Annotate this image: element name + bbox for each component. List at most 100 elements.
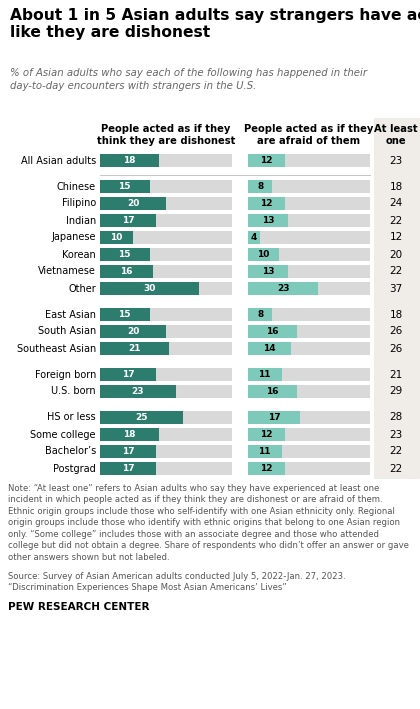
- Text: 10: 10: [257, 250, 270, 259]
- Bar: [248, 445, 370, 458]
- Text: 8: 8: [257, 310, 263, 319]
- Bar: [100, 428, 160, 441]
- Bar: [100, 265, 232, 278]
- Text: 22: 22: [389, 464, 403, 474]
- Bar: [248, 265, 370, 278]
- Bar: [100, 282, 232, 295]
- Bar: [248, 411, 300, 424]
- Bar: [100, 411, 183, 424]
- Text: 20: 20: [127, 199, 139, 208]
- Bar: [248, 154, 285, 167]
- Bar: [100, 411, 232, 424]
- Text: 15: 15: [118, 182, 131, 191]
- Text: 23: 23: [389, 155, 403, 165]
- Text: 13: 13: [262, 216, 274, 225]
- Bar: [248, 180, 273, 193]
- Bar: [100, 282, 199, 295]
- Bar: [248, 231, 370, 244]
- Text: Some college: Some college: [31, 430, 96, 440]
- Text: 29: 29: [389, 386, 403, 396]
- Text: 18: 18: [123, 156, 136, 165]
- Bar: [100, 154, 160, 167]
- Bar: [100, 197, 232, 210]
- Text: 21: 21: [389, 369, 403, 379]
- Bar: [248, 368, 370, 381]
- Text: Chinese: Chinese: [57, 182, 96, 191]
- Text: People acted as if they
are afraid of them: People acted as if they are afraid of th…: [244, 123, 374, 146]
- Bar: [100, 462, 156, 475]
- Text: 18: 18: [389, 310, 403, 320]
- Bar: [100, 154, 232, 167]
- Text: Vietnamese: Vietnamese: [38, 267, 96, 277]
- Text: 26: 26: [389, 343, 403, 354]
- Text: 20: 20: [389, 250, 402, 259]
- Bar: [100, 231, 133, 244]
- Bar: [248, 197, 370, 210]
- Bar: [100, 368, 232, 381]
- Bar: [248, 342, 370, 355]
- Bar: [248, 282, 318, 295]
- Text: 11: 11: [259, 370, 271, 379]
- Text: About 1 in 5 Asian adults say strangers have acted: About 1 in 5 Asian adults say strangers …: [10, 8, 420, 23]
- Bar: [248, 385, 370, 398]
- Bar: [248, 308, 273, 321]
- Text: Postgrad: Postgrad: [53, 464, 96, 474]
- Text: 18: 18: [123, 430, 136, 439]
- Bar: [248, 428, 370, 441]
- Text: 23: 23: [132, 387, 144, 396]
- Text: 17: 17: [122, 370, 134, 379]
- Bar: [248, 325, 370, 338]
- Text: Bachelor’s: Bachelor’s: [45, 447, 96, 457]
- Bar: [248, 445, 281, 458]
- Bar: [248, 180, 370, 193]
- Text: East Asian: East Asian: [45, 310, 96, 320]
- Bar: [100, 180, 232, 193]
- Text: 17: 17: [122, 464, 134, 473]
- Text: 37: 37: [389, 284, 403, 294]
- Text: People acted as if they
think they are dishonest: People acted as if they think they are d…: [97, 123, 235, 146]
- Text: 12: 12: [260, 199, 273, 208]
- Bar: [100, 308, 232, 321]
- Text: 26: 26: [389, 327, 403, 337]
- Bar: [100, 325, 232, 338]
- Text: 17: 17: [122, 447, 134, 456]
- Text: 22: 22: [389, 267, 403, 277]
- Bar: [248, 462, 285, 475]
- Bar: [248, 428, 285, 441]
- Bar: [100, 385, 176, 398]
- Text: 30: 30: [143, 284, 156, 293]
- Bar: [248, 385, 297, 398]
- Text: Other: Other: [68, 284, 96, 294]
- Text: Southeast Asian: Southeast Asian: [17, 343, 96, 354]
- Text: 20: 20: [127, 327, 139, 336]
- Text: 17: 17: [268, 413, 280, 422]
- Text: Korean: Korean: [62, 250, 96, 259]
- Bar: [100, 428, 232, 441]
- Text: 14: 14: [263, 344, 276, 353]
- Text: 16: 16: [266, 327, 278, 336]
- Text: 12: 12: [260, 464, 273, 473]
- Text: U.S. born: U.S. born: [51, 386, 96, 396]
- Bar: [248, 342, 291, 355]
- Text: Foreign born: Foreign born: [34, 369, 96, 379]
- Text: 23: 23: [389, 430, 403, 440]
- Text: 12: 12: [260, 430, 273, 439]
- Text: 24: 24: [389, 199, 403, 208]
- Bar: [100, 342, 169, 355]
- Text: Japanese: Japanese: [52, 233, 96, 242]
- Bar: [248, 231, 260, 244]
- Bar: [100, 308, 150, 321]
- Bar: [100, 445, 156, 458]
- Bar: [248, 248, 370, 261]
- Bar: [248, 214, 288, 227]
- Text: 12: 12: [389, 233, 403, 242]
- Bar: [248, 368, 281, 381]
- Text: 15: 15: [118, 310, 131, 319]
- Text: like they are dishonest: like they are dishonest: [10, 25, 210, 40]
- Text: 15: 15: [118, 250, 131, 259]
- Text: Filipino: Filipino: [62, 199, 96, 208]
- Bar: [248, 154, 370, 167]
- Text: 21: 21: [129, 344, 141, 353]
- Bar: [248, 462, 370, 475]
- Bar: [248, 214, 370, 227]
